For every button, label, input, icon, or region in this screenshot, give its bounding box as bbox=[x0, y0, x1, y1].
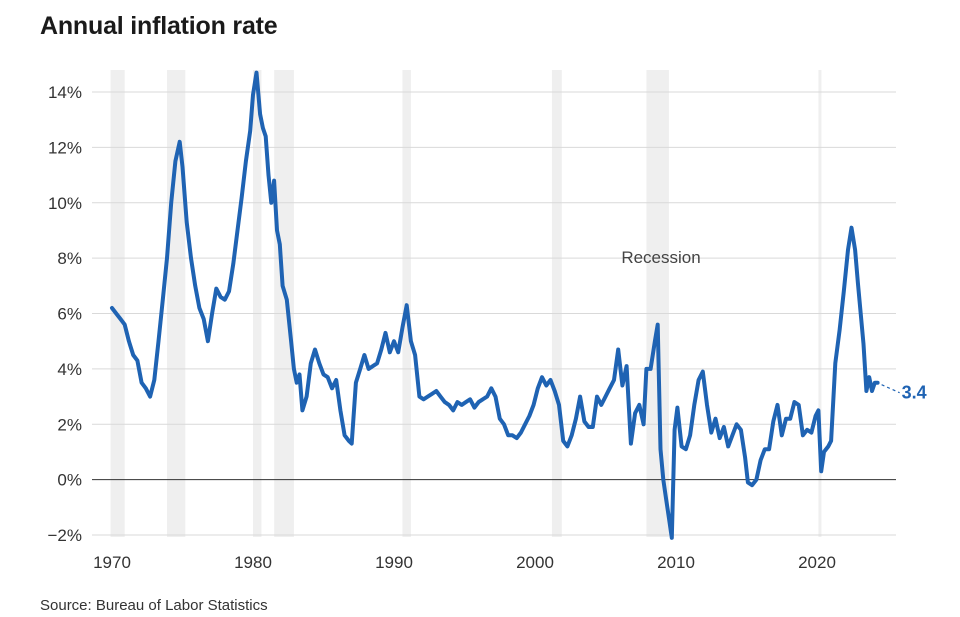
x-tick-label: 1980 bbox=[234, 553, 272, 572]
tick-labels: −2% 0% 2% 4% 6% 8% 10% 12% 14% 1970 1980 1990 2000 20… bbox=[48, 83, 836, 572]
y-tick-label: 0% bbox=[57, 471, 82, 490]
chart-title: Annual inflation rate bbox=[40, 12, 278, 40]
end-label-leader bbox=[881, 384, 900, 394]
recession-band bbox=[110, 70, 125, 537]
recession-band bbox=[818, 70, 822, 537]
gridlines bbox=[92, 91, 896, 536]
x-tick-label: 1970 bbox=[93, 553, 131, 572]
y-tick-label: 4% bbox=[57, 360, 82, 379]
y-tick-label: 10% bbox=[48, 194, 82, 213]
source-note: Source: Bureau of Labor Statistics bbox=[40, 597, 268, 614]
end-label-group: 3.4 bbox=[881, 383, 927, 403]
series-layer bbox=[110, 70, 880, 540]
recession-band bbox=[274, 70, 294, 537]
y-tick-label: 14% bbox=[48, 83, 82, 102]
x-tick-label: 1990 bbox=[375, 553, 413, 572]
x-tick-label: 2010 bbox=[657, 553, 695, 572]
recession-band bbox=[551, 70, 562, 537]
series-line bbox=[110, 70, 880, 540]
latest-value-label: 3.4 bbox=[902, 383, 927, 403]
recession-annotation: Recession bbox=[621, 248, 700, 267]
y-tick-label: 8% bbox=[57, 249, 82, 268]
x-tick-label: 2020 bbox=[798, 553, 836, 572]
recession-band bbox=[646, 70, 669, 537]
recession-bands bbox=[110, 70, 822, 537]
x-tick-label: 2000 bbox=[516, 553, 554, 572]
y-tick-label: 6% bbox=[57, 305, 82, 324]
y-tick-label: 12% bbox=[48, 138, 82, 157]
recession-band bbox=[166, 70, 186, 537]
y-tick-label: −2% bbox=[48, 526, 83, 545]
y-tick-label: 2% bbox=[57, 415, 82, 434]
recession-band bbox=[253, 70, 262, 537]
